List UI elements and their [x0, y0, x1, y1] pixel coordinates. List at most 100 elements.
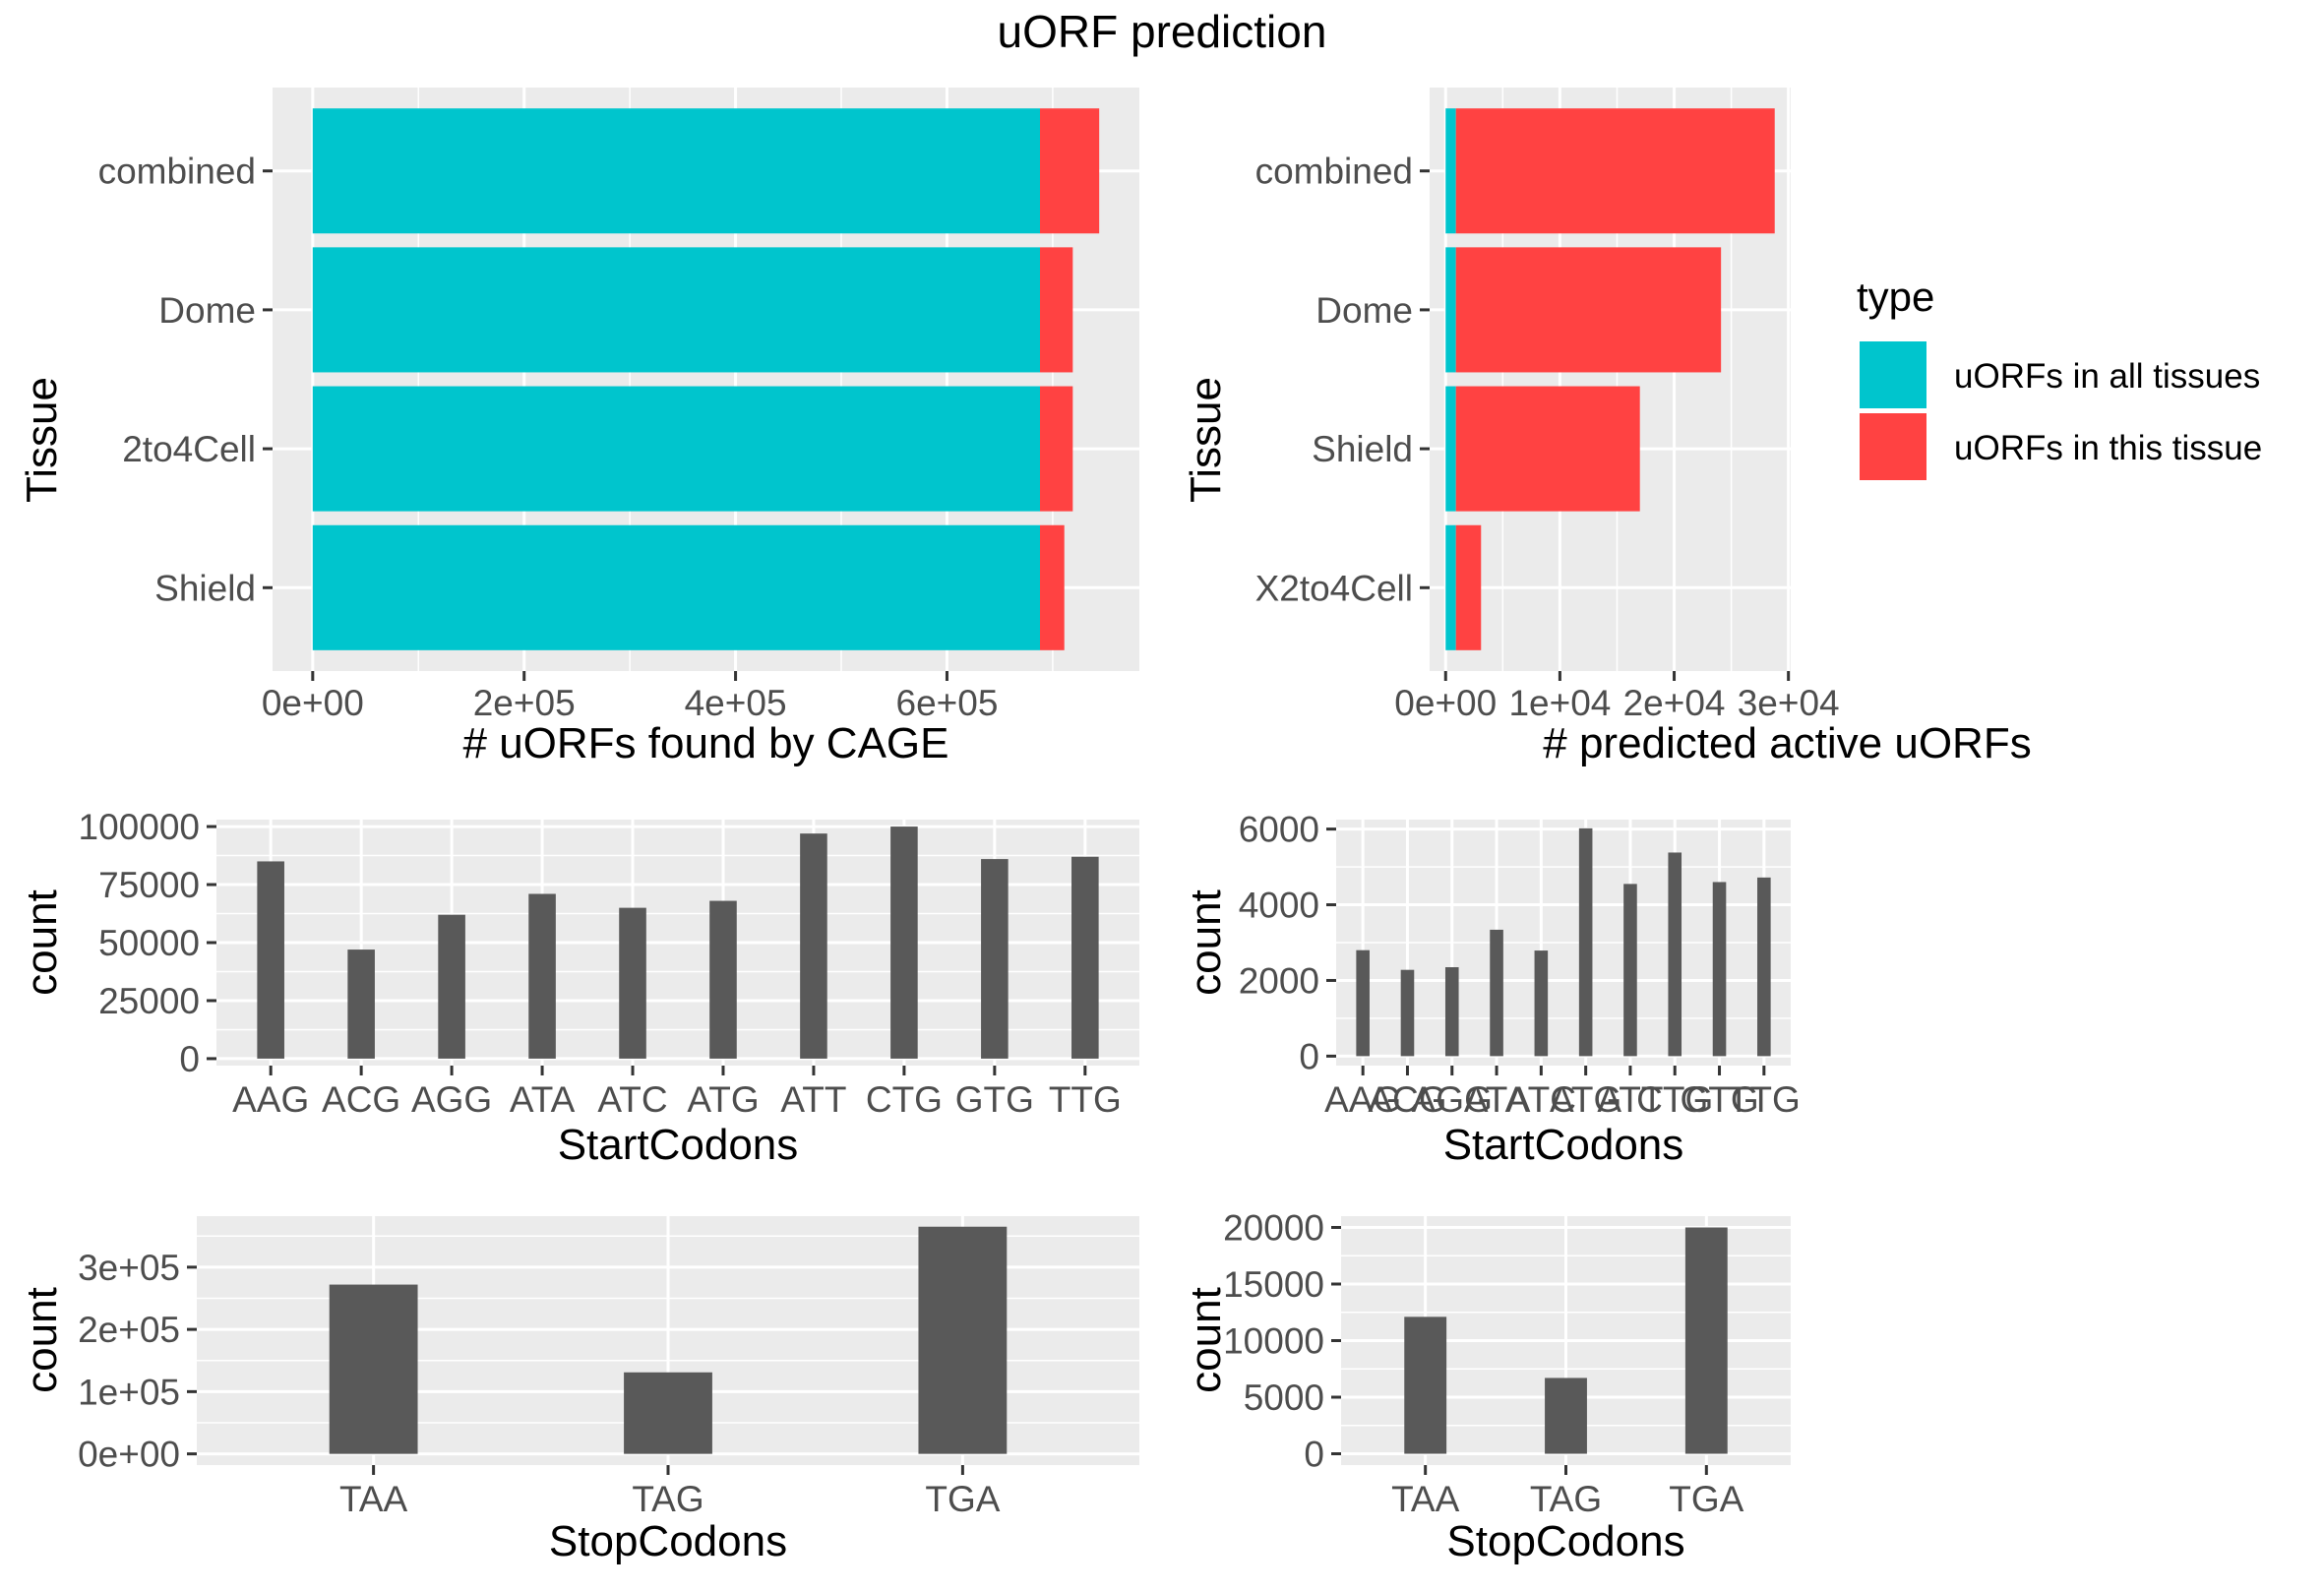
- bar-2to4cell-all-tissues: [312, 386, 1041, 512]
- y-tick-label: 15000: [1223, 1264, 1324, 1305]
- y-axis-title: count: [18, 889, 66, 996]
- bar-shield-all-tissues: [1445, 386, 1456, 512]
- x-tick-label: TGA: [1669, 1479, 1743, 1519]
- bar-taa: [1404, 1316, 1447, 1454]
- x-tick-label: TGA: [925, 1479, 1000, 1519]
- bar-gtg: [1712, 882, 1727, 1057]
- x-tick-label: AAG: [1324, 1079, 1401, 1120]
- bar-acg: [347, 949, 375, 1059]
- bar-ata: [528, 893, 556, 1059]
- y-axis-title: count: [18, 1287, 66, 1393]
- x-tick-label: 6e+05: [896, 683, 999, 723]
- bar-ctg: [1668, 852, 1682, 1057]
- y-axis-title: Tissue: [1182, 377, 1230, 503]
- legend-label-all-tissues: uORFs in all tissues: [1954, 357, 2260, 396]
- bar-combined-all-tissues: [1445, 108, 1456, 234]
- y-tick-label: 75000: [98, 865, 200, 905]
- bar-atc: [1534, 950, 1549, 1057]
- bar-aag: [1356, 949, 1370, 1057]
- bar-ttg: [1071, 856, 1099, 1059]
- bar-att: [800, 833, 827, 1059]
- y-tick-label: X2to4Cell: [1255, 568, 1413, 608]
- x-tick-label: CTG: [866, 1079, 943, 1120]
- y-tick-label: 2000: [1239, 960, 1319, 1001]
- bar-dome-this-tissue: [1455, 247, 1722, 373]
- x-tick-label: 3e+04: [1738, 683, 1840, 723]
- x-tick-label: 0e+00: [262, 683, 364, 723]
- y-axis-title: count: [1182, 1287, 1230, 1393]
- bar-aag: [257, 861, 284, 1059]
- x-tick-label: GTG: [1680, 1079, 1758, 1120]
- x-tick-label: ATA: [510, 1079, 576, 1120]
- legend-label-this-tissue: uORFs in this tissue: [1954, 429, 2262, 467]
- bar-ttg: [1757, 877, 1771, 1057]
- chart-panels: combined Dome 2to4Cell Shield 0e+00 2e+05 4e+0…: [18, 88, 2032, 1565]
- bar-dome-all-tissues: [312, 247, 1041, 373]
- x-axis-title: # uORFs found by CAGE: [463, 719, 949, 767]
- x-tick-label: TTG: [1728, 1079, 1801, 1120]
- bar-shield-all-tissues: [312, 524, 1041, 650]
- x-tick-label: ATA: [1464, 1079, 1530, 1120]
- x-tick-label: ACG: [322, 1079, 400, 1120]
- x-tick-label: 4e+05: [685, 683, 787, 723]
- x-tick-label: 1e+04: [1508, 683, 1611, 723]
- bar-tga: [918, 1226, 1008, 1454]
- bar-taa: [329, 1284, 418, 1454]
- bar-atc: [619, 907, 646, 1059]
- bar-x2to4cell-all-tissues: [1445, 524, 1456, 650]
- x-tick-label: 2e+05: [473, 683, 576, 723]
- y-tick-label: Dome: [1315, 290, 1413, 331]
- x-tick-label: 0e+00: [1394, 683, 1497, 723]
- x-tick-label: GTG: [955, 1079, 1034, 1120]
- x-tick-label: AAG: [232, 1079, 309, 1120]
- x-axis-title: StopCodons: [1446, 1517, 1684, 1565]
- y-tick-label: 3e+05: [78, 1248, 180, 1288]
- y-tick-label: 50000: [98, 923, 200, 963]
- x-tick-label: CTG: [1636, 1079, 1713, 1120]
- y-axis-title: count: [1182, 889, 1230, 996]
- y-tick-label: 4000: [1239, 886, 1319, 926]
- bar-combined-this-tissue: [1455, 108, 1775, 234]
- bar-shield-this-tissue: [1040, 524, 1065, 650]
- y-tick-label: 0e+00: [78, 1435, 180, 1475]
- bar-shield-this-tissue: [1455, 386, 1640, 512]
- legend-title: type: [1857, 274, 1934, 320]
- bar-agg: [438, 914, 465, 1059]
- x-tick-label: TAA: [1391, 1479, 1460, 1519]
- y-tick-label: 25000: [98, 981, 200, 1021]
- x-axis-title: StopCodons: [549, 1517, 787, 1565]
- x-axis-title: # predicted active uORFs: [1543, 719, 2031, 767]
- y-tick-label: 0: [179, 1039, 200, 1079]
- x-tick-label: ATC: [1506, 1079, 1576, 1120]
- y-tick-label: combined: [98, 152, 256, 192]
- bar-dome-this-tissue: [1040, 247, 1073, 373]
- y-tick-label: Dome: [158, 290, 256, 331]
- x-tick-label: AGG: [411, 1079, 492, 1120]
- bar-2to4cell-this-tissue: [1040, 386, 1073, 512]
- bar-combined-this-tissue: [1040, 108, 1100, 234]
- y-tick-label: 10000: [1223, 1321, 1324, 1362]
- x-tick-label: TAG: [1530, 1479, 1602, 1519]
- x-tick-label: 2e+04: [1623, 683, 1726, 723]
- tissue-bar-panel-1: combined Dome 2to4Cell Shield 0e+00 2e+05 4e+0…: [18, 88, 1139, 767]
- legend-swatch-all-tissues: [1860, 341, 1926, 408]
- x-axis-title: StartCodons: [1443, 1121, 1684, 1169]
- x-tick-label: AGG: [1412, 1079, 1493, 1120]
- y-tick-label: Shield: [154, 568, 256, 608]
- y-tick-label: 20000: [1223, 1208, 1324, 1249]
- codon-bar-panel-5: TAA TAG TGA 0e+00 1e+05 2e+05 3e+05 StopCodons c…: [18, 1216, 1139, 1565]
- bar-gtg: [981, 859, 1009, 1059]
- bar-tag: [1545, 1378, 1587, 1454]
- x-axis-title: StartCodons: [558, 1121, 799, 1169]
- bar-tga: [1684, 1227, 1728, 1454]
- bar-ctg: [890, 827, 918, 1059]
- bar-dome-all-tissues: [1445, 247, 1456, 373]
- y-tick-label: combined: [1255, 152, 1413, 192]
- x-tick-label: ATG: [687, 1079, 759, 1120]
- y-axis-title: Tissue: [18, 377, 66, 503]
- bar-att: [1623, 884, 1637, 1057]
- y-tick-label: Shield: [1312, 429, 1413, 469]
- x-tick-label: ATC: [597, 1079, 667, 1120]
- bar-x2to4cell-this-tissue: [1455, 524, 1482, 650]
